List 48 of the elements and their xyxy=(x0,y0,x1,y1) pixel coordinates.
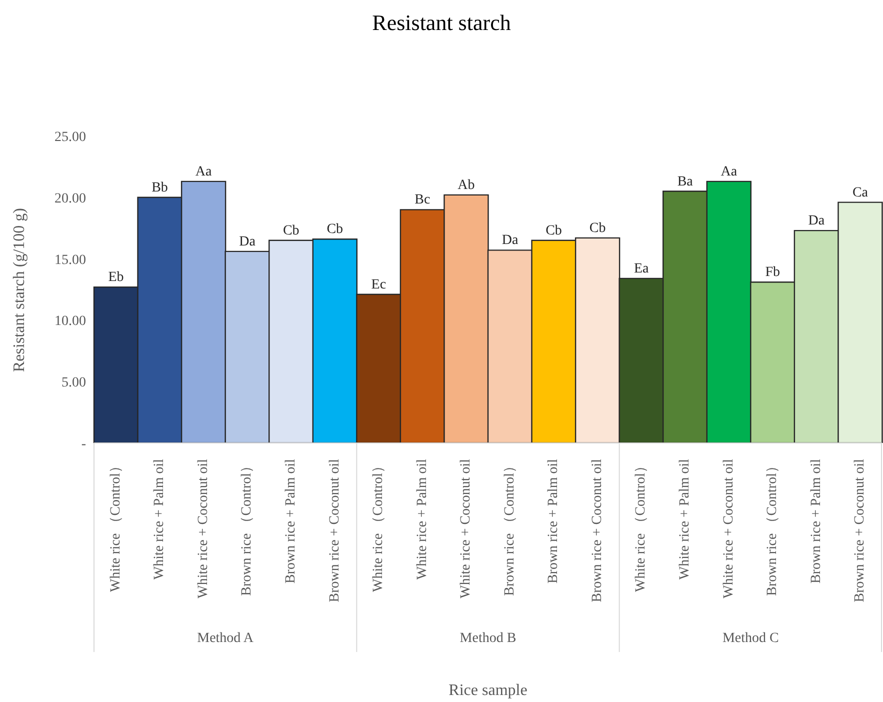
data-label: Eb xyxy=(108,270,124,286)
chart-title: Resistant starch xyxy=(371,10,512,36)
data-label: Ba xyxy=(677,174,694,190)
x-tick-label: Brown rice + Palm oil xyxy=(546,458,562,584)
y-tick-label: 25.00 xyxy=(54,130,86,145)
text: Method C xyxy=(722,631,779,646)
x-tick-label: White rice + Coconut oil xyxy=(196,458,211,598)
data-label: Cb xyxy=(546,223,562,238)
data-label: Cb xyxy=(589,220,606,236)
data-label: Cb xyxy=(326,222,344,238)
y-tick-label: 20.00 xyxy=(54,191,86,206)
y-tick-label: - xyxy=(81,436,86,452)
x-tick-label: Brown rice + Palm oil xyxy=(284,458,298,584)
text: Method B xyxy=(460,631,516,646)
data-label: Bc xyxy=(414,192,430,208)
data-label: Da xyxy=(502,233,519,248)
data-label: Ca xyxy=(852,185,869,200)
x-tick-label: White rice （Control） xyxy=(634,459,649,592)
x-tick-label: White rice + Palm oil xyxy=(152,458,168,580)
x-tick-label: Brown rice + Coconut oil xyxy=(590,458,605,602)
x-tick-label: Brown rice + Coconut oil xyxy=(327,458,342,602)
data-label: Da xyxy=(239,234,256,250)
y-tick-label: 15.00 xyxy=(54,252,86,268)
data-label: Da xyxy=(808,214,826,229)
data-label: Bb xyxy=(152,180,168,196)
data-label: Aa xyxy=(195,164,212,180)
x-tick-label: White rice + Coconut oil xyxy=(458,458,474,598)
data-label: Fb xyxy=(765,265,780,280)
x-tick-label: Brown rice + Coconut oil xyxy=(852,458,868,602)
x-tick-label: Brown rice （Control） xyxy=(240,459,255,596)
x-tick-label: White rice + Palm oil xyxy=(678,458,692,580)
x-tick-label: White rice + Coconut oil xyxy=(721,458,736,598)
data-label: Ec xyxy=(371,277,386,292)
x-tick-label: White rice （Control） xyxy=(371,459,386,592)
x-tick-label: Brown rice （Control） xyxy=(502,459,518,596)
data-label: Cb xyxy=(282,223,300,238)
x-tick-label: Brown rice + Palm oil xyxy=(808,458,824,584)
y-tick-label: 10.00 xyxy=(54,314,86,330)
x-tick-label: White rice + Palm oil xyxy=(414,458,430,580)
x-axis-title: Rice sample xyxy=(448,682,528,700)
x-tick-label: White rice （Control） xyxy=(108,459,124,592)
data-label: Ea xyxy=(634,261,650,276)
y-axis-title: Resistant starch (g/100 g) xyxy=(11,208,29,372)
data-label: Aa xyxy=(720,164,738,180)
y-tick-label: 5.00 xyxy=(62,376,86,391)
data-label: Ab xyxy=(458,178,475,193)
x-tick-label: Brown rice （Control） xyxy=(765,459,780,596)
text: Method A xyxy=(197,631,254,646)
